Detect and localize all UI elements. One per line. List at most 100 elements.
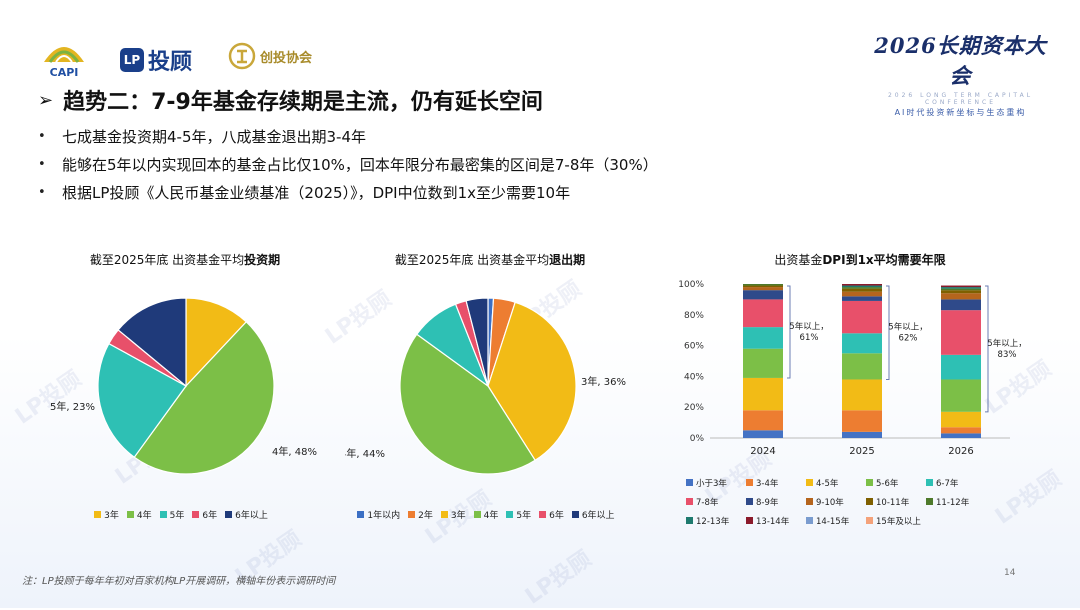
bar-segment [941, 354, 981, 380]
bullet-text: 能够在5年以内实现回本的基金占比仅10%，回本年限分布最密集的区间是7-8年（3… [62, 155, 658, 174]
pie2-title-prefix: 截至2025年底 出资基金平均 [394, 253, 550, 267]
lp-logo: LP 投顾 [120, 44, 192, 76]
legend-label: 13-14年 [756, 516, 790, 527]
y-tick-label: 20% [684, 403, 704, 413]
legend-item: 14-15年 [806, 514, 866, 528]
legend-item: 6年 [192, 508, 217, 521]
legend-item: 小于3年 [686, 476, 746, 490]
legend-label: 5年 [516, 511, 532, 521]
bar-segment [941, 433, 981, 438]
legend-item: 15年及以上 [866, 514, 926, 528]
y-tick-label: 100% [678, 280, 704, 290]
legend-item: 5年 [506, 508, 531, 521]
legend-item: 3年 [440, 508, 466, 521]
bar-segment [842, 291, 882, 297]
legend-swatch [686, 517, 693, 524]
legend-label: 9-10年 [816, 497, 844, 508]
pie2-legend: 1年以内 2年 3年 4年 5年 6年 6年以上 [345, 503, 635, 522]
pie-chart-exit-period: 3年, 36% 4年, 44% [345, 297, 626, 475]
watermark: LP投顾 [990, 466, 1067, 530]
bullet-dot-icon: • [38, 156, 46, 172]
chuangtou-logo-text: 创投协会 [260, 50, 313, 66]
legend-item: 3-4年 [746, 476, 806, 490]
legend-item: 6-7年 [926, 476, 986, 490]
footnote: 注：LP投顾于每年年初对百家机构LP开展调研，横轴年份表示调研时间 [22, 576, 336, 587]
legend-swatch [806, 479, 813, 486]
bar-segment [842, 333, 882, 354]
legend-swatch [866, 517, 873, 524]
bar-segment [842, 296, 882, 301]
pie1-title-prefix: 截至2025年底 出资基金平均 [89, 253, 245, 267]
conference-branding: 2026长期资本大会 2026 LONG TERM CAPITAL CONFER… [868, 30, 1053, 118]
x-tick-label: 2025 [849, 446, 874, 457]
title-arrow-icon: ➢ [38, 89, 54, 111]
annotation-bracket [787, 285, 791, 379]
bar-title-bold: DPI到1x平均需要年限 [822, 253, 946, 267]
bar-segment [743, 430, 783, 438]
bar-segment [941, 299, 981, 311]
legend-swatch [686, 498, 693, 505]
bar-segment [842, 379, 882, 411]
legend-label: 2年 [418, 511, 433, 521]
legend-swatch [94, 511, 102, 518]
bullet-item: • 能够在5年以内实现回本的基金占比仅10%，回本年限分布最密集的区间是7-8年… [38, 150, 658, 178]
legend-item: 5年 [159, 508, 184, 521]
legend-label: 15年及以上 [876, 516, 921, 527]
pie-slice [133, 321, 275, 475]
capi-logo-text: CAPI [49, 66, 79, 79]
conference-title: 2026长期资本大会 [874, 33, 1047, 88]
bar-segment [743, 299, 783, 328]
pie-slice [465, 297, 489, 387]
x-tick-label: 2026 [948, 446, 973, 457]
lp-logo-text: 投顾 [148, 50, 193, 75]
pie-slice [399, 333, 536, 475]
stacked-bar-chart-dpi-years: 0%20%40%60%80%100%2024 2025 20265年以上，61%5年… [678, 280, 1026, 457]
annotation-bracket [886, 285, 890, 380]
bar-segment [743, 410, 783, 431]
legend-label: 3年 [104, 511, 119, 521]
legend-label: 7-8年 [696, 497, 719, 508]
watermark: LP投顾 [520, 546, 597, 610]
legend-label: 12-13年 [696, 516, 730, 527]
slide-title-row: ➢ 趋势二：7-9年基金存续期是主流，仍有延长空间 [38, 84, 543, 116]
legend-item: 9-10年 [806, 495, 866, 509]
bar-segment [842, 287, 882, 289]
legend-swatch [357, 511, 365, 518]
bar-segment [743, 327, 783, 349]
legend-item: 4年 [473, 508, 498, 521]
legend-item: 4-5年 [806, 476, 866, 490]
bar-segment [842, 410, 882, 432]
page-number: 14 [1004, 568, 1016, 578]
pie-slice [97, 342, 187, 459]
legend-swatch [926, 479, 933, 486]
bullet-item: • 七成基金投资期4-5年，八成基金退出期3-4年 [38, 122, 658, 150]
legend-swatch [473, 511, 481, 518]
pie1-title: 截至2025年底 出资基金平均投资期 [40, 251, 330, 268]
pie2-title: 截至2025年底 出资基金平均退出期 [345, 251, 635, 268]
pie-data-label: 5年, 23% [50, 400, 95, 413]
bar-segment [842, 285, 882, 288]
legend-item: 4年 [126, 508, 152, 521]
pie-data-label: 3年, 36% [581, 375, 626, 388]
bar-segment [842, 300, 882, 334]
legend-label: 4年 [136, 511, 152, 521]
annotation-value: 83% [998, 350, 1017, 360]
bullet-dot-icon: • [38, 184, 46, 200]
legend-item: 1年以内 [357, 508, 400, 521]
bar-segment [941, 290, 981, 294]
legend-swatch [746, 498, 753, 505]
legend-swatch [506, 511, 514, 518]
pie2-title-bold: 退出期 [549, 253, 586, 267]
bar-segment [941, 285, 981, 288]
bar-segment [941, 379, 981, 412]
legend-swatch [746, 479, 753, 486]
pie-data-label: 4年, 48% [272, 445, 317, 458]
bar-segment [743, 348, 783, 378]
bullet-dot-icon: • [38, 128, 46, 144]
legend-item: 6年 [539, 508, 564, 521]
pie-data-label: 4年, 44% [345, 447, 385, 460]
legend-swatch [926, 498, 933, 505]
legend-label: 6年以上 [235, 511, 268, 521]
annotation-value: 62% [899, 334, 918, 344]
legend-label: 6年 [202, 511, 218, 521]
